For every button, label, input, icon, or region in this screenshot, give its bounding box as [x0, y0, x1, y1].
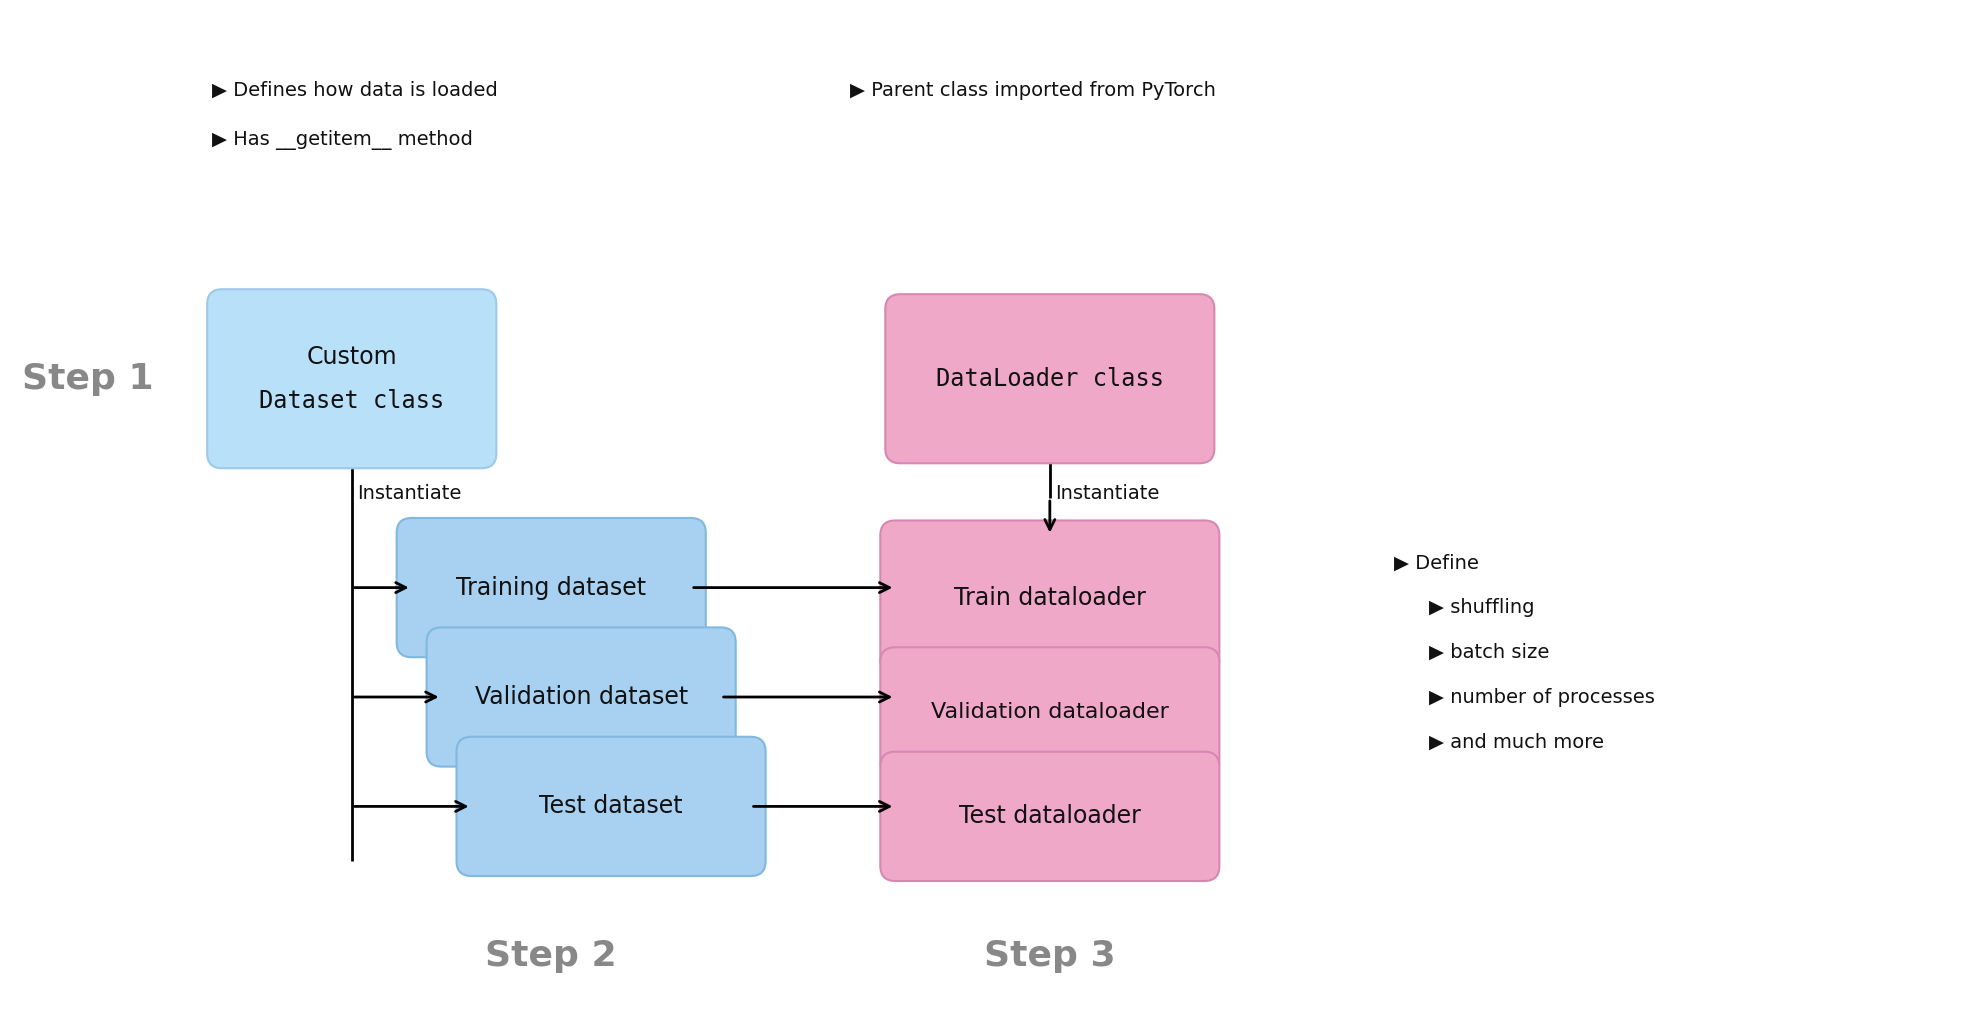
Text: ▶ Define: ▶ Define — [1393, 553, 1479, 573]
Text: Step 2: Step 2 — [486, 939, 616, 972]
Text: Instantiate: Instantiate — [1054, 483, 1159, 503]
Text: ▶ batch size: ▶ batch size — [1429, 642, 1550, 662]
Text: ▶ Has __getitem__ method: ▶ Has __getitem__ method — [212, 130, 474, 150]
FancyBboxPatch shape — [886, 294, 1215, 464]
Text: DataLoader class: DataLoader class — [936, 367, 1163, 391]
Text: Validation dataset: Validation dataset — [474, 685, 688, 709]
FancyBboxPatch shape — [396, 518, 706, 657]
Text: Test dataloader: Test dataloader — [959, 804, 1142, 829]
Text: Training dataset: Training dataset — [456, 576, 646, 599]
Text: Step 1: Step 1 — [22, 362, 153, 396]
Text: ▶ number of processes: ▶ number of processes — [1429, 688, 1655, 706]
Text: ▶ and much more: ▶ and much more — [1429, 732, 1603, 751]
Text: Train dataloader: Train dataloader — [953, 586, 1146, 610]
Text: Custom: Custom — [307, 344, 396, 369]
FancyBboxPatch shape — [208, 289, 496, 468]
Text: ▶ Parent class imported from PyTorch: ▶ Parent class imported from PyTorch — [850, 81, 1217, 100]
Text: Test dataset: Test dataset — [539, 795, 684, 818]
Text: Step 3: Step 3 — [983, 939, 1116, 972]
FancyBboxPatch shape — [880, 520, 1219, 674]
Text: Instantiate: Instantiate — [357, 483, 462, 503]
FancyBboxPatch shape — [426, 627, 735, 767]
Text: Validation dataloader: Validation dataloader — [932, 702, 1169, 722]
Text: Dataset class: Dataset class — [260, 389, 444, 412]
Text: ▶ shuffling: ▶ shuffling — [1429, 598, 1534, 617]
FancyBboxPatch shape — [456, 737, 765, 876]
FancyBboxPatch shape — [880, 751, 1219, 881]
FancyBboxPatch shape — [880, 648, 1219, 776]
Text: ▶ Defines how data is loaded: ▶ Defines how data is loaded — [212, 81, 497, 100]
